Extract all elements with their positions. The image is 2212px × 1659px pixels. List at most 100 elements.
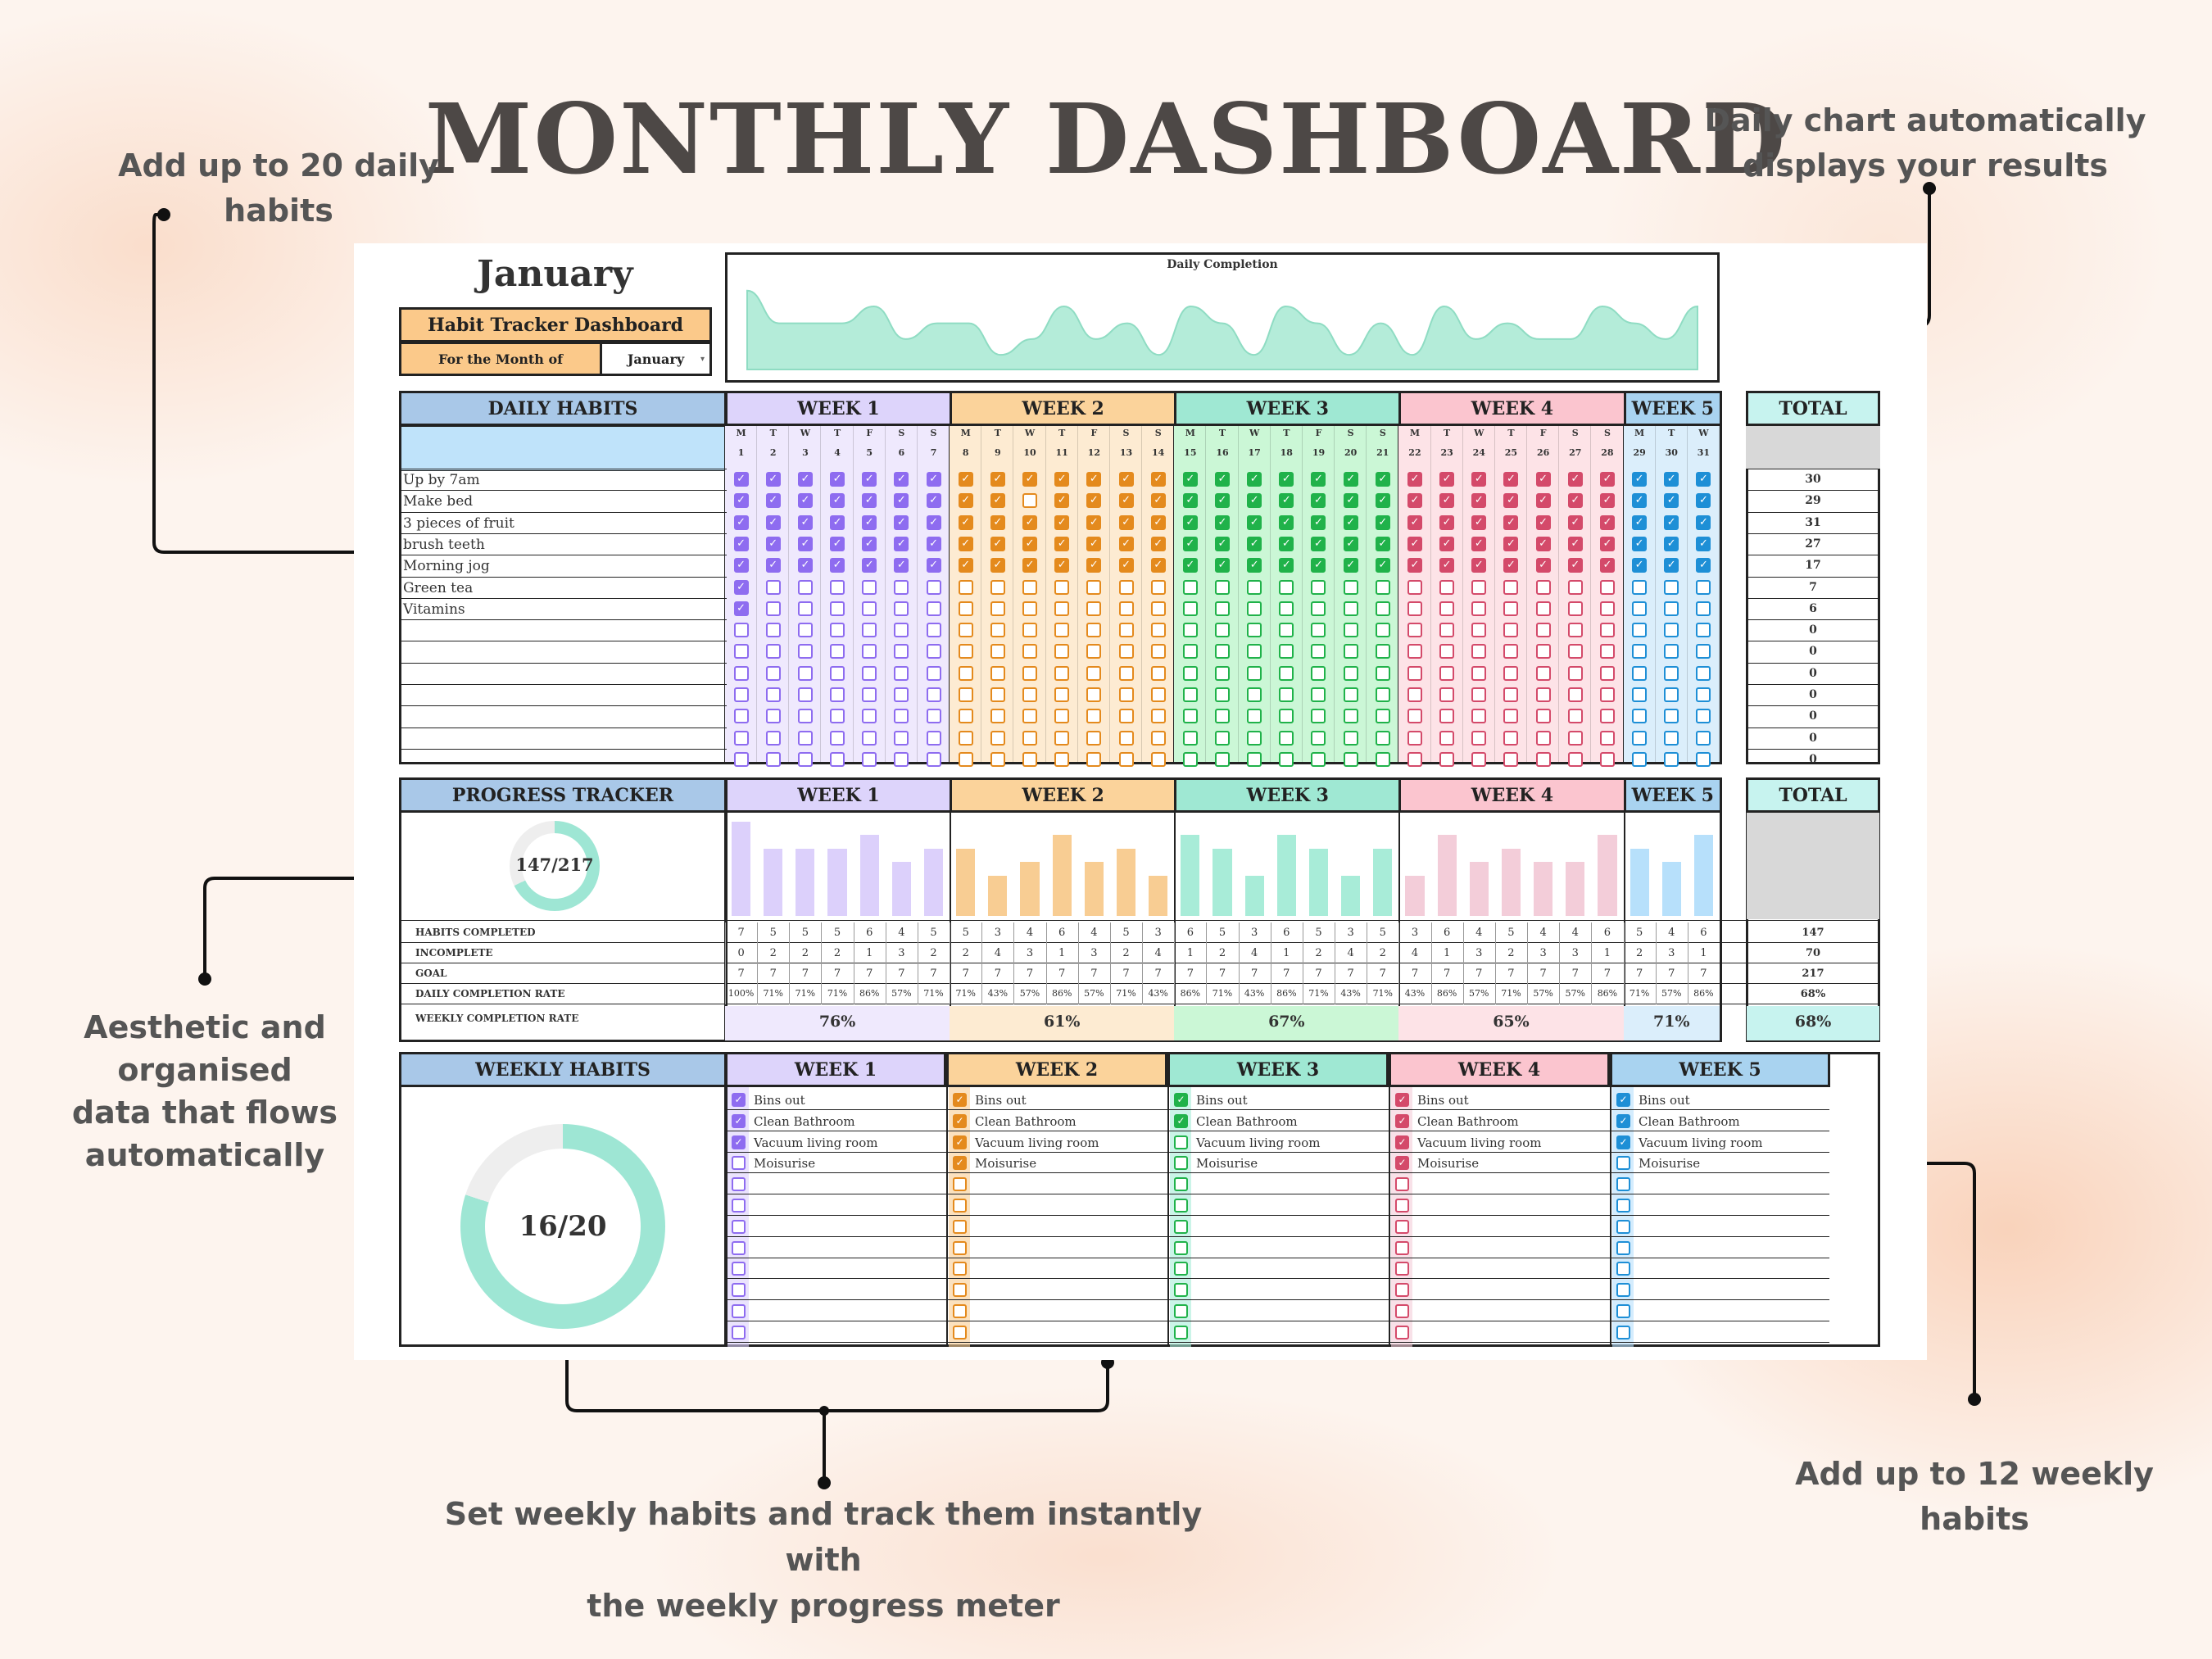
habit-checkbox[interactable] [765,601,781,616]
habit-checkbox[interactable] [1407,665,1422,681]
habit-checkbox[interactable] [990,687,1005,702]
habit-checkbox[interactable] [765,623,781,638]
habit-checkbox[interactable]: ✓ [1696,493,1711,509]
weekly-checkbox[interactable] [953,1240,967,1255]
habit-checkbox[interactable] [1696,644,1711,660]
habit-checkbox[interactable] [1535,601,1551,616]
habit-checkbox[interactable] [894,730,909,746]
habit-checkbox[interactable]: ✓ [1664,558,1679,573]
habit-checkbox[interactable] [1054,709,1070,724]
habit-checkbox[interactable] [1375,579,1390,595]
habit-checkbox[interactable] [1150,709,1166,724]
habit-checkbox[interactable] [1279,623,1294,638]
habit-checkbox[interactable]: ✓ [797,558,813,573]
weekly-checkbox[interactable] [1616,1156,1630,1171]
habit-checkbox[interactable] [1182,579,1198,595]
habit-checkbox[interactable] [1599,579,1615,595]
habit-checkbox[interactable] [1471,665,1487,681]
habit-checkbox[interactable]: ✓ [1215,558,1230,573]
habit-checkbox[interactable] [1567,730,1583,746]
weekly-checkbox[interactable]: ✓ [1395,1113,1409,1128]
habit-checkbox[interactable] [1375,730,1390,746]
habit-checkbox[interactable]: ✓ [1535,536,1551,551]
habit-checkbox[interactable] [1247,644,1262,660]
habit-checkbox[interactable]: ✓ [1664,493,1679,509]
habit-checkbox[interactable] [830,687,845,702]
habit-checkbox[interactable] [1471,623,1487,638]
habit-checkbox[interactable] [1022,730,1038,746]
habit-checkbox[interactable]: ✓ [765,493,781,509]
weekly-checkbox[interactable] [953,1283,967,1298]
habit-checkbox[interactable] [1118,665,1134,681]
habit-checkbox[interactable]: ✓ [1439,558,1455,573]
habit-checkbox[interactable] [1215,665,1230,681]
habit-checkbox[interactable]: ✓ [1407,558,1422,573]
habit-checkbox[interactable]: ✓ [862,558,877,573]
habit-checkbox[interactable] [1567,601,1583,616]
habit-checkbox[interactable] [830,623,845,638]
weekly-checkbox[interactable] [732,1240,746,1255]
habit-checkbox[interactable] [1311,687,1326,702]
habit-checkbox[interactable] [1535,623,1551,638]
habit-checkbox[interactable]: ✓ [1407,493,1422,509]
habit-checkbox[interactable] [926,687,941,702]
habit-checkbox[interactable] [1054,601,1070,616]
habit-checkbox[interactable]: ✓ [733,493,749,509]
habit-checkbox[interactable]: ✓ [1567,493,1583,509]
habit-checkbox[interactable] [1247,751,1262,767]
habit-checkbox[interactable] [1664,601,1679,616]
habit-checkbox[interactable] [1150,730,1166,746]
habit-checkbox[interactable] [1599,709,1615,724]
habit-checkbox[interactable] [926,579,941,595]
weekly-checkbox[interactable] [732,1325,746,1339]
habit-checkbox[interactable] [1696,601,1711,616]
habit-checkbox[interactable]: ✓ [1696,514,1711,530]
habit-checkbox[interactable]: ✓ [1471,514,1487,530]
habit-checkbox[interactable] [862,644,877,660]
weekly-checkbox[interactable] [953,1304,967,1318]
habit-checkbox[interactable]: ✓ [797,514,813,530]
habit-checkbox[interactable]: ✓ [1503,536,1519,551]
weekly-checkbox[interactable] [1395,1283,1409,1298]
habit-checkbox[interactable] [797,623,813,638]
weekly-checkbox[interactable] [953,1262,967,1276]
habit-checkbox[interactable] [1632,601,1648,616]
habit-checkbox[interactable]: ✓ [830,558,845,573]
habit-checkbox[interactable] [1535,751,1551,767]
habit-checkbox[interactable] [1407,709,1422,724]
habit-checkbox[interactable] [797,751,813,767]
habit-checkbox[interactable] [830,709,845,724]
weekly-checkbox[interactable] [1395,1262,1409,1276]
habit-checkbox[interactable] [1054,751,1070,767]
habit-checkbox[interactable] [1311,579,1326,595]
habit-checkbox[interactable] [1182,601,1198,616]
habit-checkbox[interactable]: ✓ [1439,493,1455,509]
habit-checkbox[interactable]: ✓ [1696,536,1711,551]
habit-checkbox[interactable]: ✓ [862,493,877,509]
habit-checkbox[interactable]: ✓ [1086,536,1102,551]
habit-checkbox[interactable]: ✓ [990,472,1005,487]
habit-checkbox[interactable]: ✓ [1375,472,1390,487]
habit-checkbox[interactable]: ✓ [1632,493,1648,509]
habit-checkbox[interactable] [830,665,845,681]
weekly-checkbox[interactable]: ✓ [1616,1093,1630,1107]
habit-checkbox[interactable] [1086,579,1102,595]
habit-checkbox[interactable]: ✓ [733,601,749,616]
habit-checkbox[interactable] [1599,623,1615,638]
habit-checkbox[interactable]: ✓ [1632,514,1648,530]
habit-checkbox[interactable] [926,730,941,746]
habit-checkbox[interactable]: ✓ [862,536,877,551]
habit-checkbox[interactable]: ✓ [1407,536,1422,551]
habit-checkbox[interactable] [990,579,1005,595]
habit-checkbox[interactable] [1343,665,1358,681]
habit-checkbox[interactable]: ✓ [1375,536,1390,551]
habit-checkbox[interactable] [958,709,973,724]
habit-checkbox[interactable]: ✓ [1279,493,1294,509]
weekly-checkbox[interactable] [1616,1240,1630,1255]
habit-checkbox[interactable] [1182,730,1198,746]
habit-checkbox[interactable] [926,751,941,767]
habit-checkbox[interactable]: ✓ [1567,536,1583,551]
weekly-checkbox[interactable] [953,1177,967,1192]
habit-checkbox[interactable] [765,665,781,681]
weekly-checkbox[interactable] [732,1219,746,1234]
